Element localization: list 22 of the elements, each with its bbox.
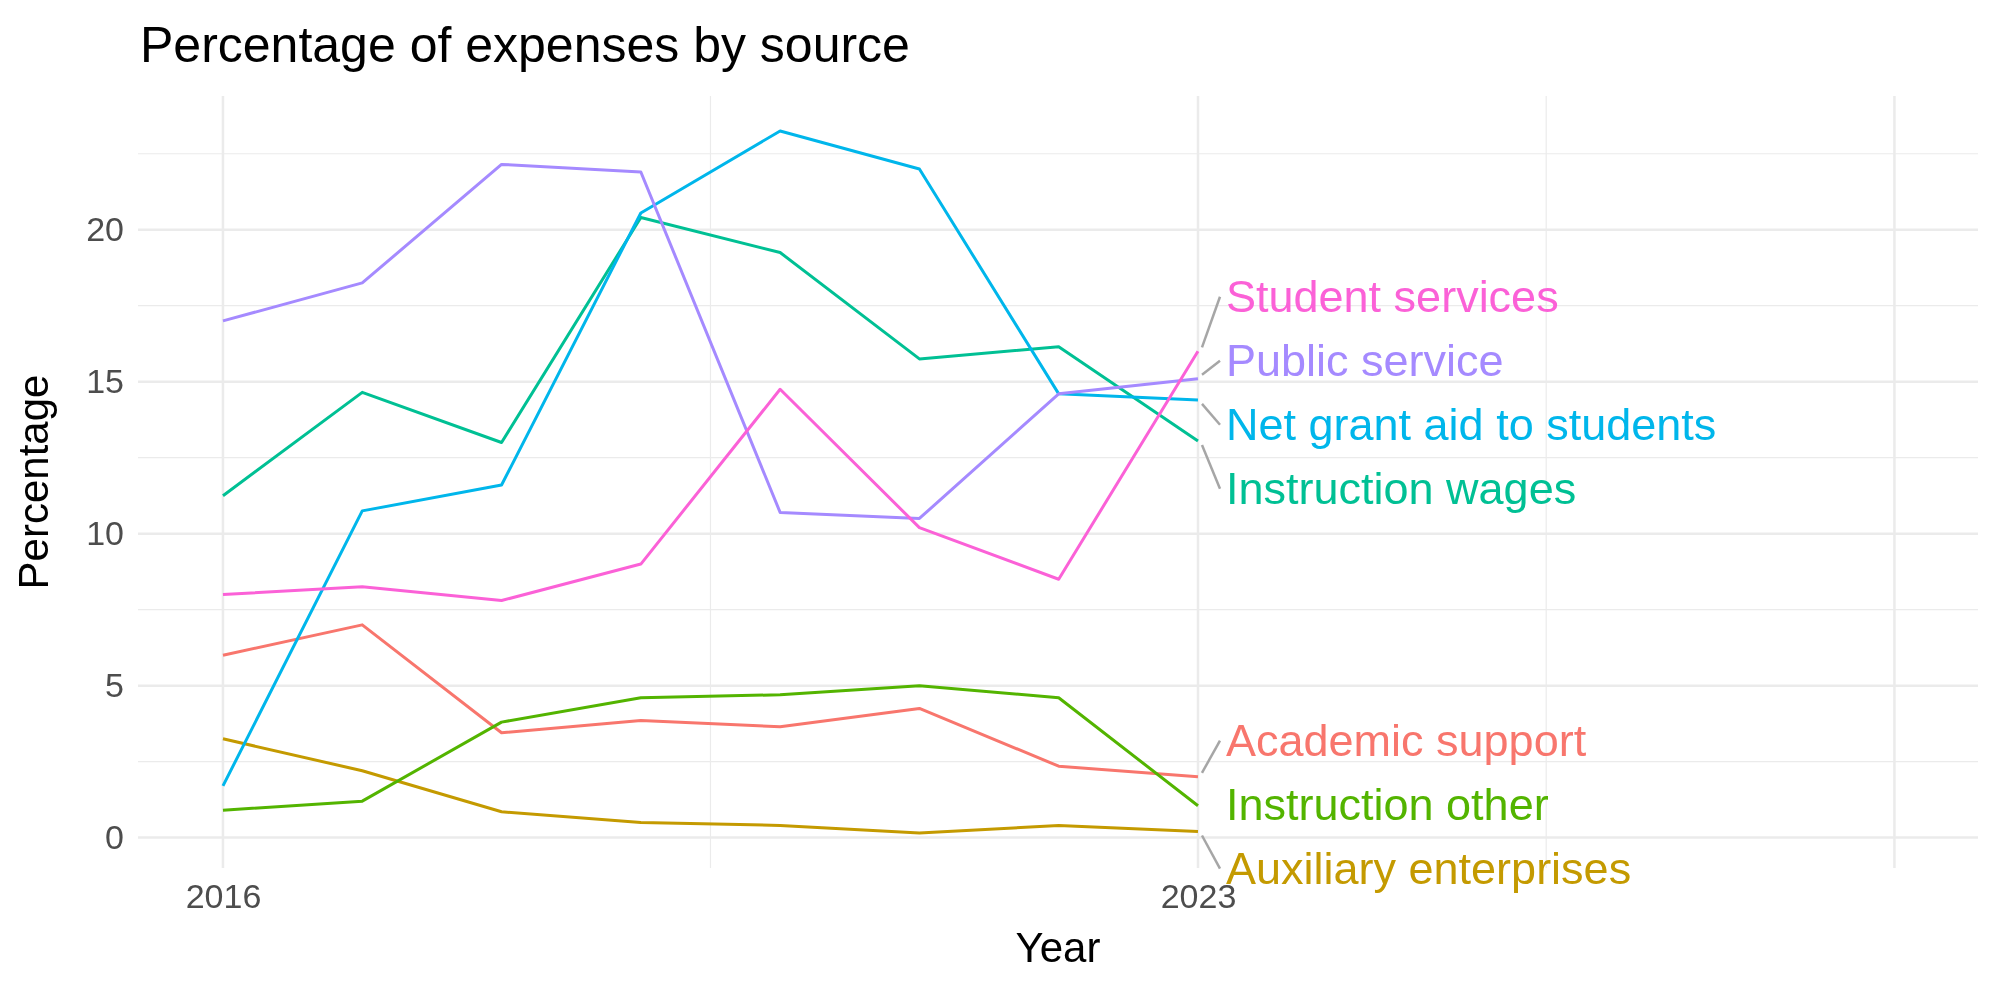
series-label: Instruction other [1225, 779, 1549, 831]
series-label: Public service [1225, 335, 1504, 387]
line-series [221, 684, 1200, 812]
y-tick-label: 5 [105, 666, 124, 705]
line-series [221, 162, 1200, 520]
chart-title: Percentage of expenses by source [140, 17, 910, 73]
line-series [221, 737, 1200, 835]
line-series [221, 623, 1200, 779]
series-label: Instruction wages [1225, 463, 1577, 515]
y-tick-label: 20 [86, 210, 124, 249]
line-series [221, 216, 1200, 498]
x-axis-title: Year [1015, 924, 1101, 971]
series-label: Net grant aid to students [1225, 399, 1717, 451]
line-series [221, 129, 1200, 788]
y-tick-label: 0 [105, 817, 124, 856]
series-label: Academic support [1225, 715, 1587, 767]
line-series [221, 349, 1200, 603]
y-tick-label: 15 [86, 362, 124, 401]
x-tick-label: 2016 [185, 877, 262, 916]
y-tick-label: 10 [86, 514, 124, 553]
y-axis-title: Percentage [10, 374, 57, 590]
series-label: Student services [1225, 271, 1559, 323]
